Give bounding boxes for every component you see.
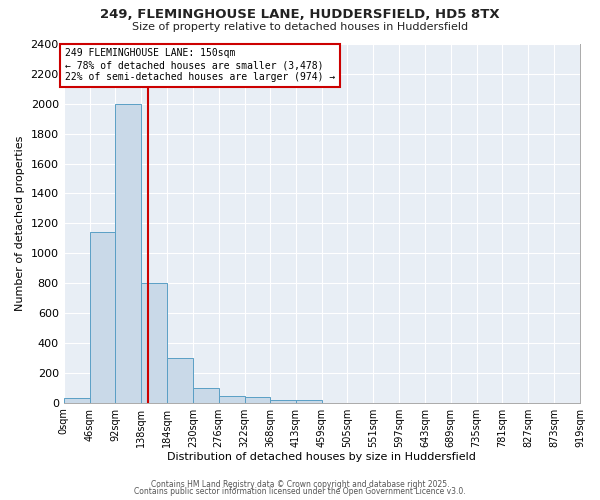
Bar [89,232,115,402]
X-axis label: Distribution of detached houses by size in Huddersfield: Distribution of detached houses by size … [167,452,476,462]
Bar [245,398,271,402]
Text: 249 FLEMINGHOUSE LANE: 150sqm
← 78% of detached houses are smaller (3,478)
22% o: 249 FLEMINGHOUSE LANE: 150sqm ← 78% of d… [65,48,335,82]
Bar [219,396,245,402]
Bar [193,388,219,402]
Bar [296,400,322,402]
Bar [64,398,89,402]
Bar [167,358,193,403]
Text: Contains public sector information licensed under the Open Government Licence v3: Contains public sector information licen… [134,487,466,496]
Bar [271,400,296,402]
Text: 249, FLEMINGHOUSE LANE, HUDDERSFIELD, HD5 8TX: 249, FLEMINGHOUSE LANE, HUDDERSFIELD, HD… [100,8,500,20]
Y-axis label: Number of detached properties: Number of detached properties [15,136,25,311]
Bar [141,283,167,403]
Text: Size of property relative to detached houses in Huddersfield: Size of property relative to detached ho… [132,22,468,32]
Bar [115,104,141,403]
Text: Contains HM Land Registry data © Crown copyright and database right 2025.: Contains HM Land Registry data © Crown c… [151,480,449,489]
